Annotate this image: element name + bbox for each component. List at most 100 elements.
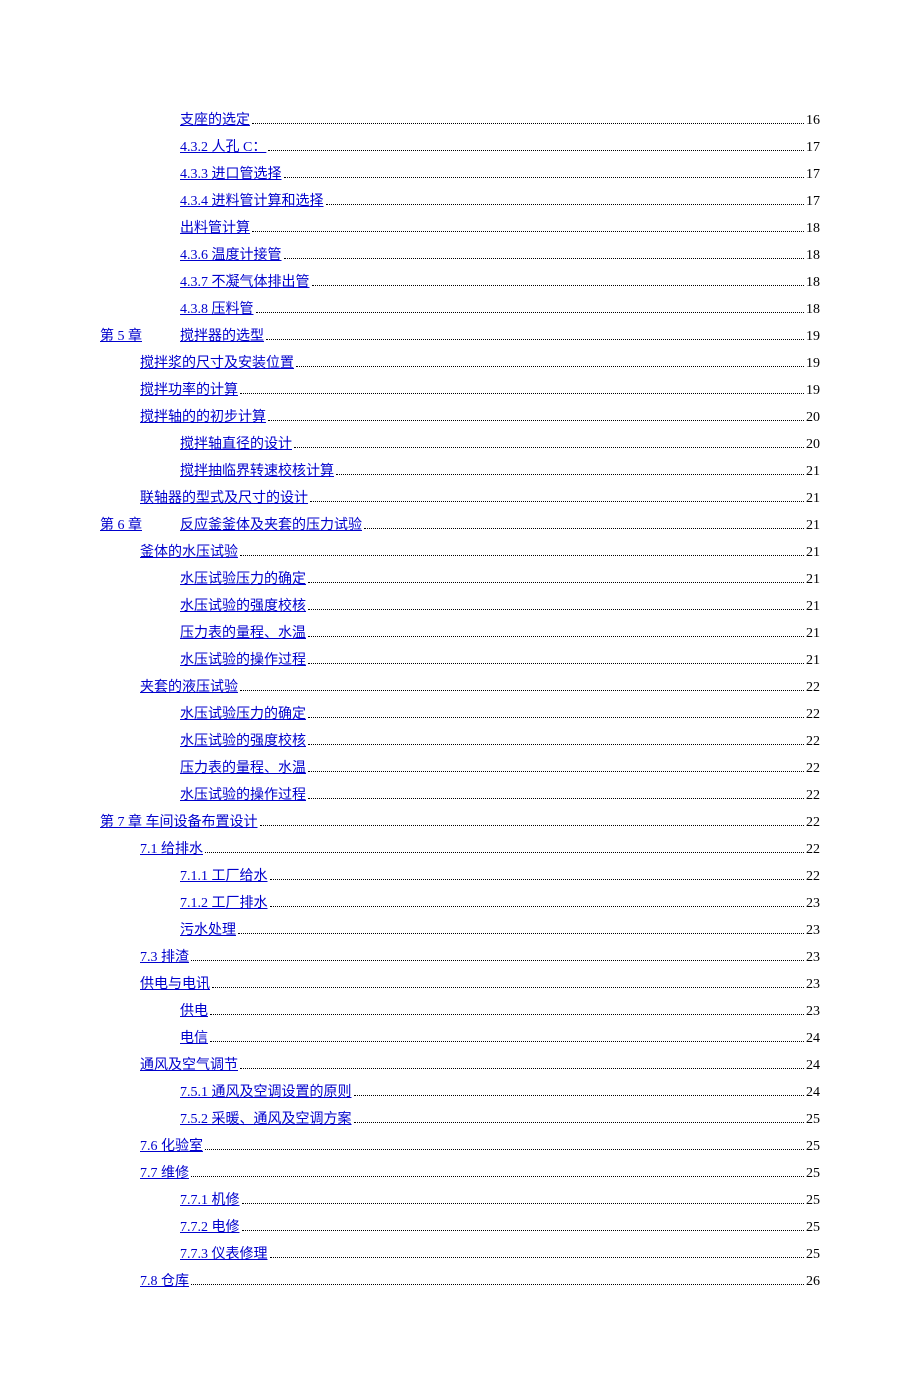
toc-page-number: 21	[806, 569, 820, 590]
toc-link[interactable]: 水压试验的强度校核	[180, 731, 306, 752]
toc-leader-dots	[308, 744, 804, 745]
toc-page-number: 26	[806, 1271, 820, 1292]
toc-link[interactable]: 7.7.3 仪表修理	[180, 1244, 268, 1265]
toc-entry: 压力表的量程、水温22	[100, 758, 820, 779]
toc-page-number: 23	[806, 893, 820, 914]
toc-link[interactable]: 7.6 化验室	[140, 1136, 203, 1157]
toc-link[interactable]: 7.1.1 工厂给水	[180, 866, 268, 887]
toc-leader-dots	[308, 582, 804, 583]
toc-link[interactable]: 出料管计算	[180, 218, 250, 239]
toc-entry: 供电与电讯23	[100, 974, 820, 995]
toc-link[interactable]: 7.8 仓库	[140, 1271, 189, 1292]
toc-link[interactable]: 联轴器的型式及尺寸的设计	[140, 488, 308, 509]
toc-leader-dots	[284, 177, 805, 178]
toc-link[interactable]: 水压试验压力的确定	[180, 569, 306, 590]
toc-leader-dots	[270, 906, 805, 907]
toc-link[interactable]: 搅拌抽临界转速校核计算	[180, 461, 334, 482]
toc-entry: 联轴器的型式及尺寸的设计21	[100, 488, 820, 509]
toc-page-number: 25	[806, 1163, 820, 1184]
toc-link[interactable]: 4.3.7 不凝气体排出管	[180, 272, 310, 293]
toc-leader-dots	[252, 231, 804, 232]
toc-entry: 搅拌浆的尺寸及安装位置 19	[100, 353, 820, 374]
toc-link[interactable]: 7.5.2 采暖、通风及空调方案	[180, 1109, 352, 1130]
toc-entry: 4.3.4 进料管计算和选择17	[100, 191, 820, 212]
toc-link[interactable]: 水压试验压力的确定	[180, 704, 306, 725]
toc-link[interactable]: 压力表的量程、水温	[180, 758, 306, 779]
toc-entry: 7.7.3 仪表修理25	[100, 1244, 820, 1265]
toc-link[interactable]: 水压试验的操作过程	[180, 785, 306, 806]
toc-page-number: 19	[806, 326, 820, 347]
toc-leader-dots	[210, 1041, 804, 1042]
toc-link[interactable]: 第 5 章	[100, 326, 142, 347]
toc-link[interactable]: 7.7.2 电修	[180, 1217, 240, 1238]
toc-link[interactable]: 7.1 给排水	[140, 839, 203, 860]
toc-link[interactable]: 供电	[180, 1001, 208, 1022]
toc-link[interactable]: 4.3.2 人孔 C：	[180, 137, 266, 158]
toc-leader-dots	[354, 1095, 805, 1096]
toc-link[interactable]: 污水处理	[180, 920, 236, 941]
toc-link[interactable]: 反应釜釜体及夹套的压力试验	[180, 515, 362, 536]
toc-link[interactable]: 4.3.6 温度计接管	[180, 245, 282, 266]
toc-entry: 4.3.6 温度计接管 18	[100, 245, 820, 266]
toc-link[interactable]: 搅拌浆的尺寸及安装位置	[140, 353, 294, 374]
toc-page-number: 23	[806, 947, 820, 968]
toc-link[interactable]: 第 7 章 车间设备布置设计	[100, 812, 258, 833]
toc-link[interactable]: 7.7.1 机修	[180, 1190, 240, 1211]
toc-link[interactable]: 4.3.4 进料管计算和选择	[180, 191, 324, 212]
toc-page-number: 19	[806, 353, 820, 374]
toc-leader-dots	[268, 420, 804, 421]
toc-page-number: 19	[806, 380, 820, 401]
toc-entry: 水压试验压力的确定22	[100, 704, 820, 725]
toc-entry: 4.3.7 不凝气体排出管18	[100, 272, 820, 293]
toc-page-number: 25	[806, 1109, 820, 1130]
toc-leader-dots	[270, 1257, 805, 1258]
toc-link[interactable]: 釜体的水压试验	[140, 542, 238, 563]
toc-link[interactable]: 搅拌轴的的初步计算	[140, 407, 266, 428]
toc-page-number: 18	[806, 245, 820, 266]
toc-link[interactable]: 7.3 排渣	[140, 947, 189, 968]
toc-link[interactable]: 电信	[180, 1028, 208, 1049]
toc-link[interactable]: 供电与电讯	[140, 974, 210, 995]
table-of-contents: 支座的选定164.3.2 人孔 C：174.3.3 进口管选择174.3.4 进…	[100, 110, 820, 1292]
toc-link[interactable]: 搅拌器的选型	[180, 326, 264, 347]
toc-link[interactable]: 压力表的量程、水温	[180, 623, 306, 644]
toc-entry: 7.6 化验室25	[100, 1136, 820, 1157]
toc-page-number: 22	[806, 866, 820, 887]
toc-link[interactable]: 7.5.1 通风及空调设置的原则	[180, 1082, 352, 1103]
toc-link[interactable]: 4.3.8 压料管	[180, 299, 254, 320]
toc-entry: 水压试验的强度校核21	[100, 596, 820, 617]
toc-leader-dots	[308, 798, 804, 799]
toc-page-number: 22	[806, 812, 820, 833]
toc-entry: 出料管计算18	[100, 218, 820, 239]
toc-leader-dots	[191, 960, 804, 961]
toc-page-number: 24	[806, 1028, 820, 1049]
toc-link[interactable]: 水压试验的操作过程	[180, 650, 306, 671]
toc-leader-dots	[240, 690, 804, 691]
toc-entry: 搅拌轴的的初步计算20	[100, 407, 820, 428]
toc-leader-dots	[308, 609, 804, 610]
toc-leader-dots	[260, 825, 805, 826]
toc-entry: 7.7.2 电修25	[100, 1217, 820, 1238]
toc-leader-dots	[312, 285, 805, 286]
toc-link[interactable]: 搅拌轴直径的设计	[180, 434, 292, 455]
toc-link[interactable]: 7.1.2 工厂排水	[180, 893, 268, 914]
toc-link[interactable]: 7.7 维修	[140, 1163, 189, 1184]
toc-page-number: 23	[806, 920, 820, 941]
toc-entry: 通风及空气调节24	[100, 1055, 820, 1076]
toc-link[interactable]: 第 6 章	[100, 515, 142, 536]
toc-page-number: 24	[806, 1082, 820, 1103]
toc-leader-dots	[191, 1284, 804, 1285]
toc-link[interactable]: 水压试验的强度校核	[180, 596, 306, 617]
toc-page-number: 21	[806, 623, 820, 644]
toc-leader-dots	[242, 1203, 805, 1204]
toc-page-number: 21	[806, 515, 820, 536]
toc-page-number: 21	[806, 542, 820, 563]
toc-leader-dots	[205, 852, 804, 853]
toc-link[interactable]: 支座的选定	[180, 110, 250, 131]
toc-link[interactable]: 夹套的液压试验	[140, 677, 238, 698]
toc-link[interactable]: 4.3.3 进口管选择	[180, 164, 282, 185]
toc-link[interactable]: 搅拌功率的计算	[140, 380, 238, 401]
toc-link[interactable]: 通风及空气调节	[140, 1055, 238, 1076]
toc-entry: 供电23	[100, 1001, 820, 1022]
toc-leader-dots	[240, 1068, 804, 1069]
